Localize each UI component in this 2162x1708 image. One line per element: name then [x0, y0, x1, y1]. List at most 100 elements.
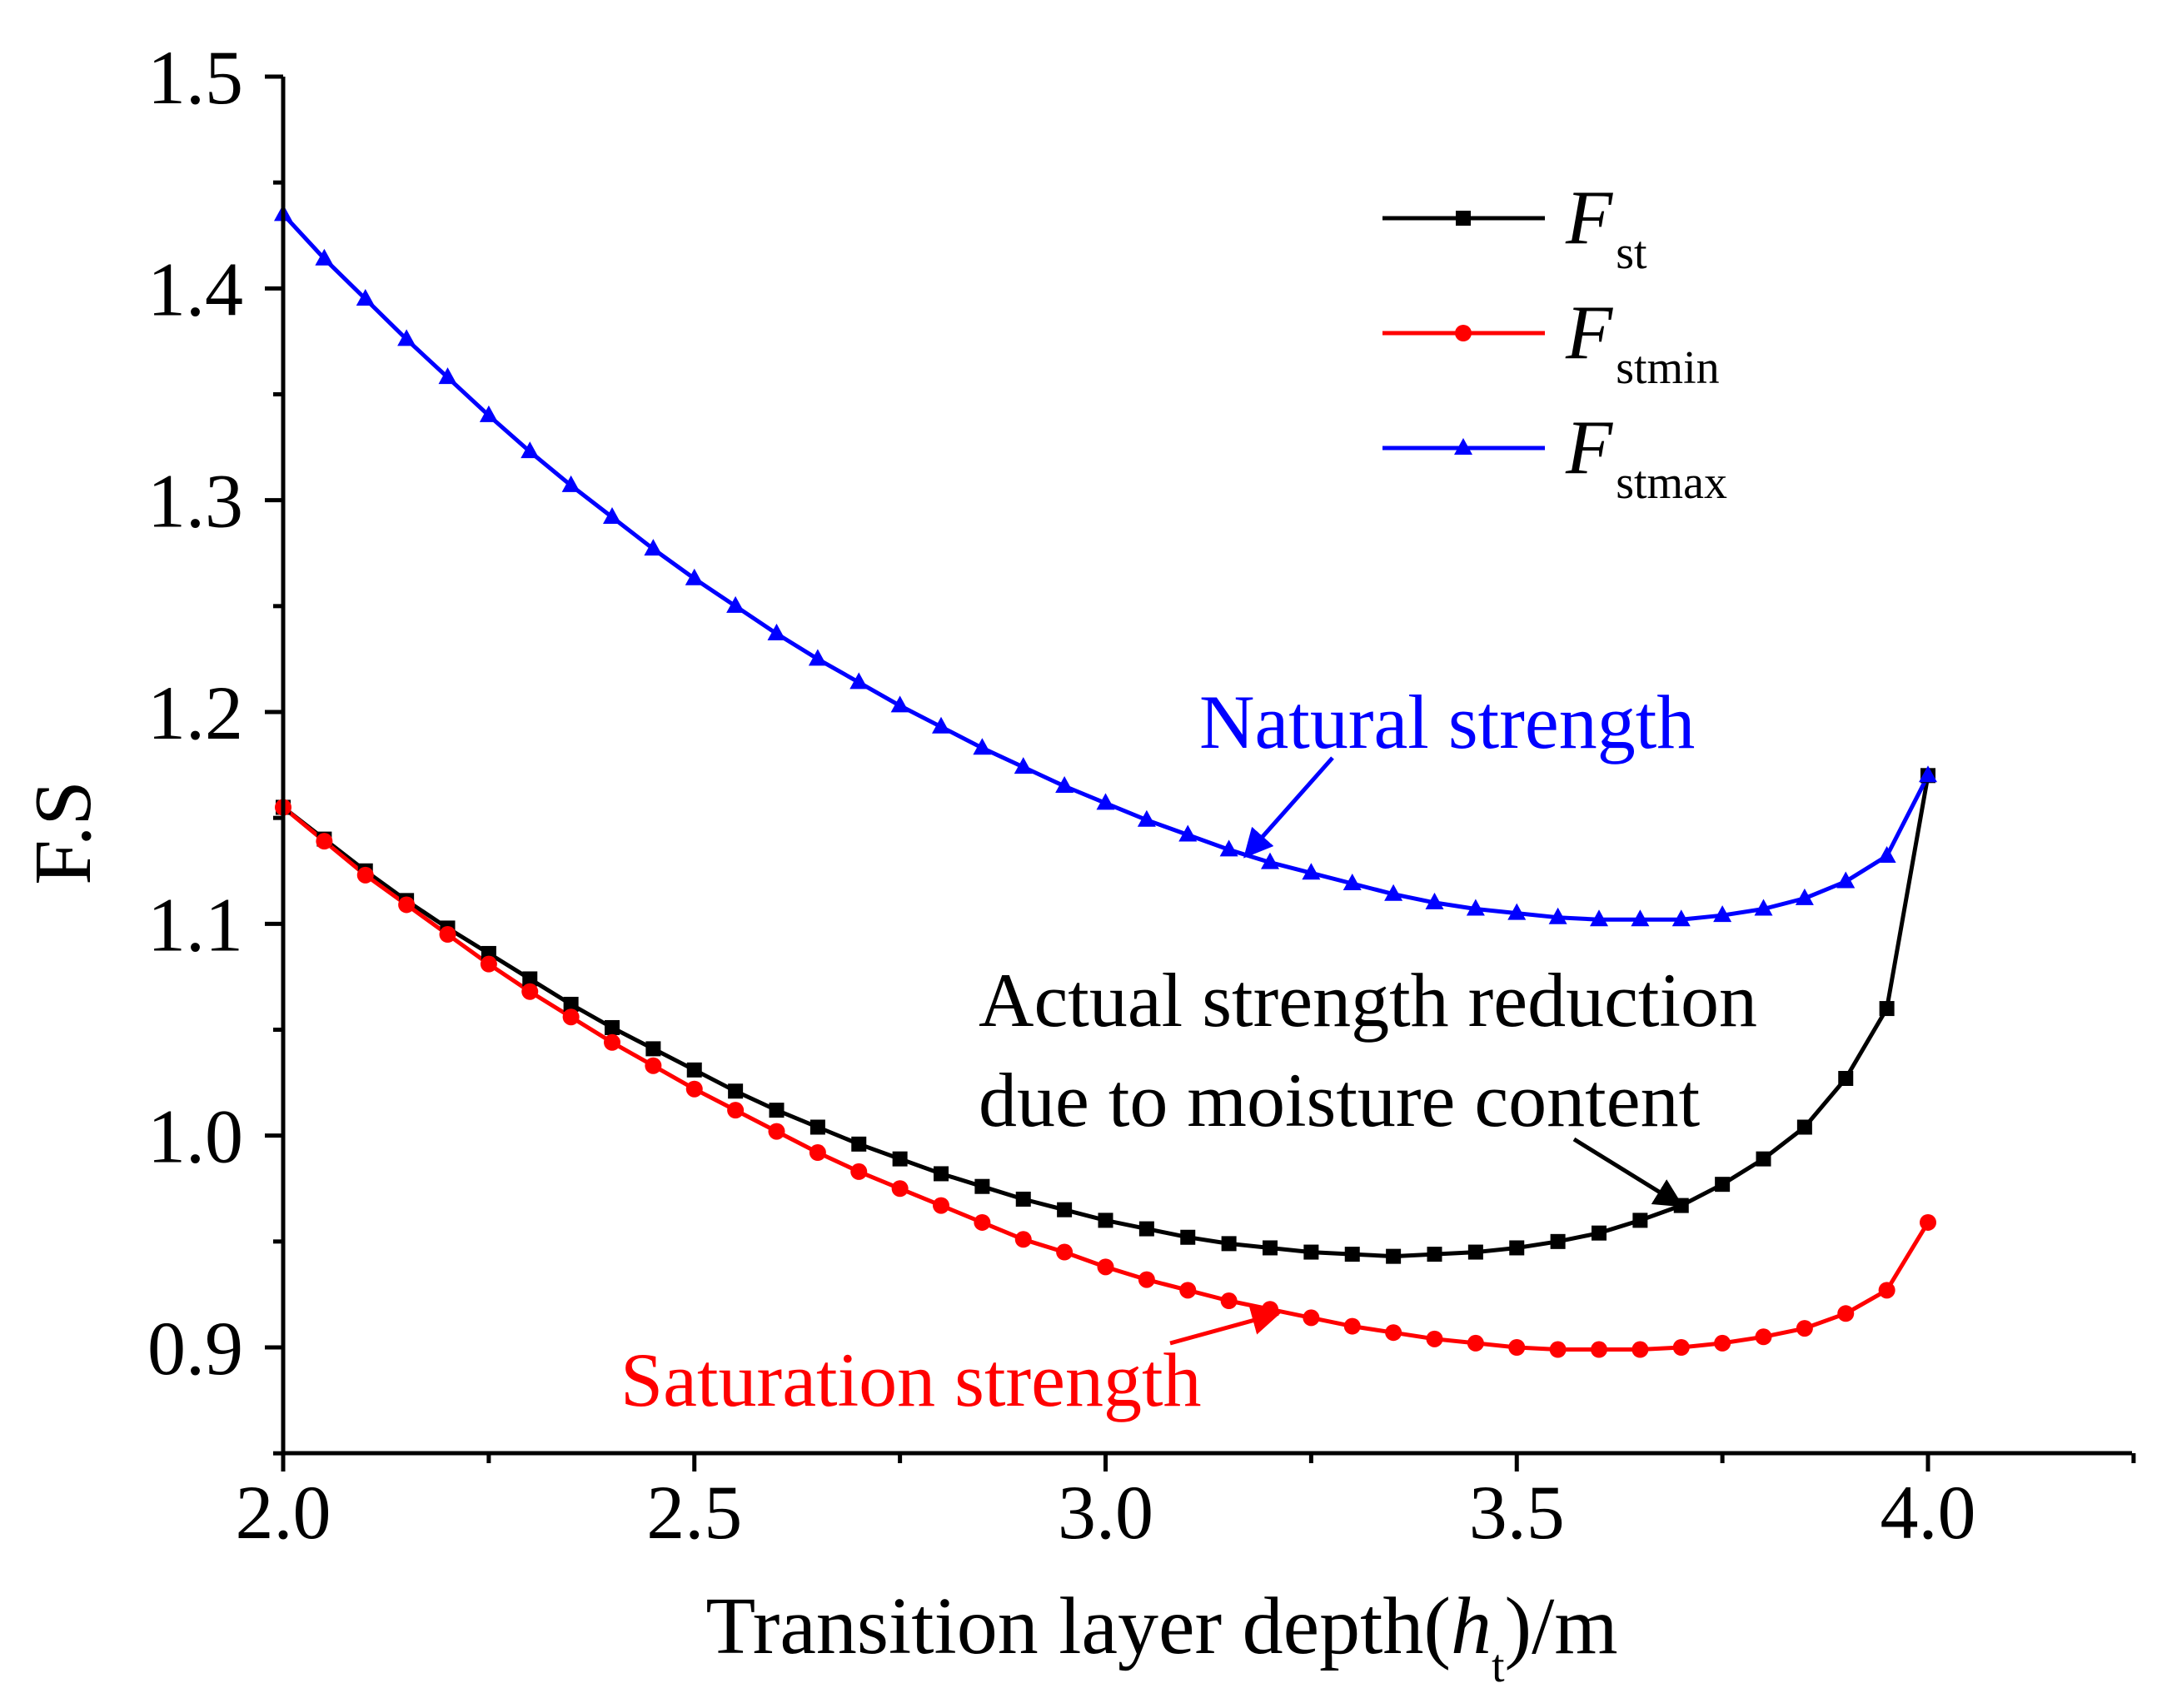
data-point-f-st — [645, 1041, 661, 1057]
data-point-f-stmin — [398, 896, 416, 914]
data-point-f-st — [1263, 1240, 1278, 1256]
data-point-f-stmax — [685, 568, 704, 585]
data-point-f-st — [1467, 1244, 1483, 1260]
series-line-f-stmax — [281, 212, 1930, 922]
legend-label: Fstmin — [1565, 290, 1720, 394]
data-point-f-stmin — [1549, 1341, 1567, 1358]
data-point-f-stmax — [1754, 899, 1773, 916]
data-point-f-stmax — [603, 507, 621, 525]
annotation-text: due to moisture content — [979, 1058, 1701, 1143]
data-point-f-stmax — [1671, 909, 1691, 927]
data-point-f-stmin — [1303, 1309, 1320, 1327]
data-point-f-stmax — [1466, 899, 1485, 916]
data-point-f-stmax — [1795, 888, 1814, 905]
data-point-f-stmax — [973, 738, 992, 755]
data-point-f-st — [1386, 1248, 1402, 1264]
data-point-f-st — [1632, 1213, 1648, 1228]
data-point-f-stmin — [1920, 1213, 1936, 1231]
data-point-f-stmax — [1384, 884, 1403, 901]
data-point-f-stmax — [315, 248, 334, 266]
data-point-f-stmax — [767, 623, 786, 640]
data-point-f-st — [769, 1103, 785, 1118]
data-point-f-stmin — [1220, 1292, 1238, 1310]
data-point-f-st — [1756, 1151, 1771, 1167]
data-point-f-stmax — [1137, 809, 1156, 827]
data-point-f-st — [1838, 1070, 1854, 1086]
data-point-f-stmin — [809, 1144, 826, 1162]
data-point-f-stmax — [1302, 863, 1321, 880]
data-point-f-stmax — [1055, 776, 1074, 794]
data-point-f-st — [1303, 1244, 1319, 1260]
y-tick-label: 1.2 — [147, 670, 243, 755]
data-point-f-stmax — [1425, 892, 1444, 909]
y-tick-label: 0.9 — [147, 1306, 243, 1391]
legend-marker — [1456, 211, 1471, 226]
data-point-f-st — [686, 1062, 702, 1078]
data-point-f-stmax — [932, 716, 950, 734]
axes — [281, 77, 2132, 1456]
data-point-f-stmax — [1219, 839, 1238, 857]
data-point-f-st — [1715, 1177, 1731, 1193]
data-point-f-stmin — [316, 833, 333, 850]
annotations: Natural strength Actual strength reductio… — [620, 680, 1757, 1422]
data-point-f-stmin — [1014, 1231, 1032, 1248]
y-axis-title: F.S — [18, 780, 108, 885]
legend-item-f-st: Fst — [1382, 175, 1647, 279]
data-point-f-stmax — [1096, 793, 1115, 810]
y-tick-label: 1.5 — [147, 35, 243, 120]
data-point-f-stmin — [1508, 1339, 1526, 1356]
data-point-f-stmin — [891, 1180, 909, 1198]
data-point-f-stmax — [1261, 852, 1279, 869]
annotation-text: Saturation strength — [620, 1337, 1202, 1422]
data-point-f-stmin — [1179, 1282, 1197, 1299]
annotation-saturation-strength: Saturation strength — [620, 1306, 1282, 1422]
data-point-f-stmin — [1672, 1339, 1690, 1356]
legend-item-f-stmin: Fstmin — [1382, 290, 1720, 394]
data-point-f-st — [1138, 1221, 1154, 1237]
annotation-actual-strength: Actual strength reduction due to moisture… — [979, 958, 1757, 1208]
data-point-f-st — [1427, 1247, 1442, 1262]
data-point-f-stmin — [1343, 1317, 1361, 1335]
annotation-arrow — [1243, 756, 1334, 859]
y-tick-label: 1.0 — [147, 1094, 243, 1179]
x-axis-title: Transition layer depth(ht)/m — [705, 1581, 1617, 1692]
data-point-f-st — [974, 1178, 990, 1194]
data-point-f-st — [1344, 1247, 1360, 1262]
data-point-f-st — [1057, 1202, 1073, 1218]
data-point-f-stmax — [1836, 871, 1856, 889]
x-tick-label: 2.5 — [646, 1470, 742, 1555]
data-point-f-stmax — [1713, 905, 1732, 923]
plot-markers — [274, 204, 1937, 1358]
y-tick-label: 1.3 — [147, 459, 243, 544]
data-point-f-stmax — [521, 441, 540, 459]
data-point-f-stmax — [644, 539, 663, 556]
legend-label: Fstmax — [1565, 405, 1727, 509]
data-point-f-st — [1879, 1001, 1895, 1017]
data-point-f-stmin — [1714, 1334, 1731, 1352]
data-point-f-stmin — [645, 1057, 662, 1074]
data-point-f-stmin — [974, 1213, 991, 1231]
annotation-natural-strength: Natural strength — [1199, 680, 1695, 859]
annotation-text: Natural strength — [1199, 680, 1695, 764]
x-ticks: 2.0 2.5 3.0 3.5 4.0 — [236, 1453, 2136, 1555]
data-point-f-stmax — [561, 475, 580, 492]
data-point-f-stmin — [850, 1163, 868, 1180]
x-tick-label: 3.5 — [1469, 1470, 1565, 1555]
data-point-f-st — [1098, 1213, 1113, 1228]
data-point-f-stmin — [1467, 1334, 1484, 1352]
data-point-f-st — [1180, 1229, 1196, 1245]
data-point-f-st — [1796, 1119, 1812, 1135]
data-point-f-stmax — [1343, 874, 1362, 891]
data-point-f-st — [728, 1083, 744, 1099]
data-point-f-st — [1221, 1236, 1237, 1252]
data-point-f-st — [1592, 1225, 1607, 1241]
data-point-f-stmin — [1097, 1258, 1114, 1276]
data-point-f-st — [810, 1119, 825, 1135]
data-point-f-stmin — [933, 1197, 949, 1214]
data-point-f-stmax — [1877, 845, 1896, 863]
legend: Fst Fstmin Fstmax — [1382, 175, 1727, 509]
data-point-f-st — [934, 1166, 949, 1182]
data-point-f-stmin — [562, 1008, 580, 1026]
data-point-f-stmin — [1056, 1243, 1074, 1261]
